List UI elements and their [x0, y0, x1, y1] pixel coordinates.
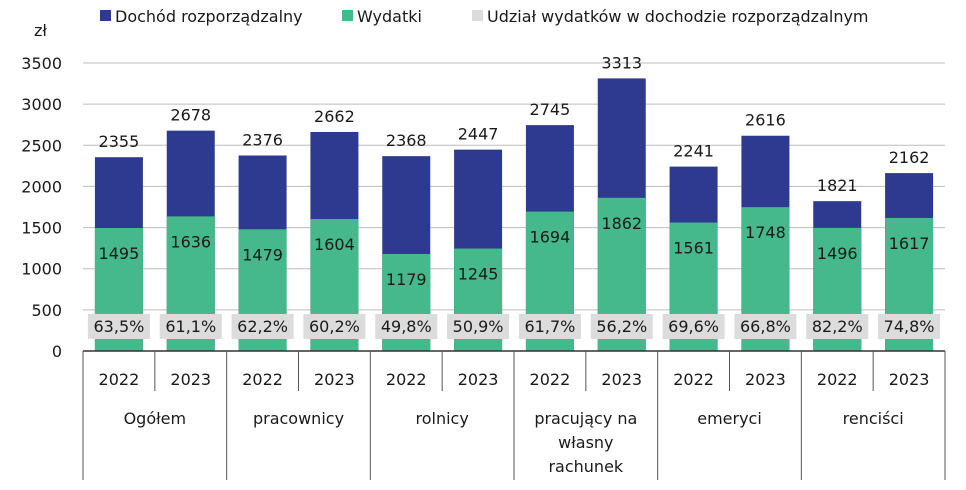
label-wydatki: 1245: [458, 265, 499, 284]
label-box-udzial: [231, 314, 294, 339]
y-tick-label: 500: [31, 301, 62, 320]
label-dochod: 2368: [386, 131, 427, 150]
y-tick-label: 3500: [21, 54, 62, 73]
label-dochod: 2355: [99, 132, 140, 151]
x-group-label: rachunek: [548, 457, 623, 476]
label-udzial: 62,2%: [237, 317, 288, 336]
label-wydatki: 1748: [745, 223, 786, 242]
label-box-udzial: [303, 314, 366, 339]
legend-swatch: [472, 10, 483, 21]
legend: Dochód rozporządzalny Wydatki Udział wydat…: [100, 7, 869, 26]
label-wydatki: 1495: [99, 244, 140, 263]
label-box-udzial: [375, 314, 438, 339]
label-wydatki: 1604: [314, 235, 355, 254]
y-tick-label: 2500: [21, 136, 62, 155]
legend-swatch: [342, 10, 353, 21]
x-tick-year: 2022: [386, 370, 427, 389]
label-wydatki: 1694: [530, 228, 571, 247]
label-box-udzial: [159, 314, 222, 339]
x-tick-year: 2022: [673, 370, 714, 389]
label-box-udzial: [734, 314, 797, 339]
legend-label: Dochód rozporządzalny: [115, 7, 303, 26]
label-dochod: 2662: [314, 107, 355, 126]
x-tick-year: 2022: [530, 370, 571, 389]
label-dochod: 2376: [242, 130, 283, 149]
label-dochod: 2241: [673, 142, 714, 161]
label-udzial: 69,6%: [668, 317, 719, 336]
x-tick-year: 2023: [601, 370, 642, 389]
y-tick-label: 1500: [21, 219, 62, 238]
x-group-label: pracujący na: [534, 409, 637, 428]
label-udzial: 56,2%: [596, 317, 647, 336]
x-tick-year: 2022: [242, 370, 283, 389]
label-dochod: 2447: [458, 125, 499, 144]
label-dochod: 2616: [745, 111, 786, 130]
x-group-label: rolnicy: [416, 409, 469, 428]
x-group-label: emeryci: [697, 409, 762, 428]
x-group-label: renciści: [843, 409, 904, 428]
y-tick-label: 3000: [21, 95, 62, 114]
y-axis-unit-label: zł: [34, 21, 47, 40]
x-group-label: pracownicy: [253, 409, 344, 428]
x-tick-year: 2022: [99, 370, 140, 389]
label-wydatki: 1496: [817, 244, 858, 263]
label-wydatki: 1862: [601, 214, 642, 233]
x-tick-year: 2023: [745, 370, 786, 389]
label-wydatki: 1479: [242, 245, 283, 264]
x-tick-year: 2023: [314, 370, 355, 389]
label-box-udzial: [87, 314, 150, 339]
legend-label: Wydatki: [357, 7, 422, 26]
label-udzial: 61,7%: [525, 317, 576, 336]
y-tick-label: 2000: [21, 177, 62, 196]
label-box-udzial: [878, 314, 941, 339]
label-udzial: 61,1%: [165, 317, 216, 336]
label-udzial: 60,2%: [309, 317, 360, 336]
label-udzial: 49,8%: [381, 317, 432, 336]
x-tick-year: 2023: [889, 370, 930, 389]
y-tick-label: 0: [52, 342, 62, 361]
x-group-label: Ogółem: [124, 409, 187, 428]
label-wydatki: 1617: [889, 234, 930, 253]
x-group-label: własny: [558, 433, 613, 452]
label-udzial: 82,2%: [812, 317, 863, 336]
label-box-udzial: [806, 314, 869, 339]
label-udzial: 66,8%: [740, 317, 791, 336]
x-tick-year: 2023: [170, 370, 211, 389]
x-tick-year: 2023: [458, 370, 499, 389]
label-wydatki: 1179: [386, 270, 427, 289]
label-box-udzial: [447, 314, 510, 339]
label-dochod: 2745: [530, 100, 571, 119]
legend-swatch: [100, 10, 111, 21]
label-dochod: 3313: [601, 53, 642, 72]
label-dochod: 1821: [817, 176, 858, 195]
label-box-udzial: [518, 314, 581, 339]
label-box-udzial: [590, 314, 653, 339]
x-tick-year: 2022: [817, 370, 858, 389]
label-udzial: 50,9%: [453, 317, 504, 336]
label-dochod: 2162: [889, 148, 930, 167]
label-udzial: 63,5%: [94, 317, 145, 336]
legend-label: Udział wydatków w dochodzie rozporządzal…: [487, 7, 869, 26]
y-tick-label: 1000: [21, 260, 62, 279]
label-wydatki: 1636: [170, 232, 211, 251]
label-udzial: 74,8%: [884, 317, 935, 336]
label-wydatki: 1561: [673, 239, 714, 258]
label-box-udzial: [662, 314, 725, 339]
label-dochod: 2678: [170, 106, 211, 125]
